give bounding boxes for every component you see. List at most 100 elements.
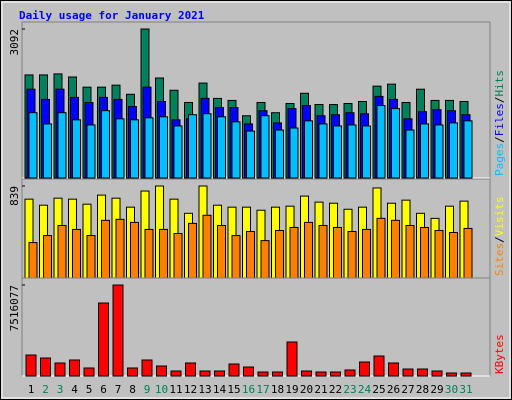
bar [57, 224, 67, 279]
bar [57, 112, 67, 179]
legend-entry: Pages [493, 143, 506, 176]
bar [199, 370, 211, 377]
legend-separator: / [493, 97, 506, 104]
bar [304, 221, 313, 279]
x-tick-label: 20 [300, 383, 313, 396]
bar [112, 284, 124, 377]
x-tick-label: 19 [285, 383, 298, 396]
y-tick-label: 839 [8, 186, 21, 206]
bar [130, 119, 139, 179]
bar [83, 367, 95, 377]
bar [417, 368, 428, 377]
bar [101, 219, 110, 279]
x-tick-label: 7 [115, 383, 122, 396]
bar [359, 361, 370, 377]
bar [420, 123, 429, 179]
bar [347, 231, 357, 279]
bar [333, 125, 342, 179]
bar [434, 230, 444, 279]
legend-entry: Sites [493, 243, 506, 276]
bar [463, 120, 473, 179]
x-tick-label: 11 [169, 383, 182, 396]
legend-entry: Visits [493, 197, 506, 237]
chart-title: Daily usage for January 2021 [19, 9, 205, 22]
bar [72, 119, 81, 179]
bar [170, 370, 182, 377]
bar [202, 214, 212, 279]
bar [391, 108, 400, 179]
bar [405, 129, 415, 179]
bar [101, 110, 110, 179]
bar [405, 224, 415, 279]
x-tick-label: 25 [372, 383, 385, 396]
bar [460, 372, 472, 377]
legend-entry: KBytes [493, 334, 506, 374]
bar [28, 242, 38, 279]
bar [402, 368, 414, 377]
x-tick-label: 23 [343, 383, 356, 396]
bar [318, 224, 328, 279]
bar [275, 129, 284, 179]
bar [141, 359, 153, 377]
bar [28, 112, 38, 179]
bar [127, 367, 138, 377]
bar [449, 122, 458, 179]
bar [257, 371, 269, 377]
x-tick-label: 22 [329, 383, 342, 396]
x-tick-label: 29 [430, 383, 443, 396]
bar [40, 357, 51, 377]
bar [286, 341, 298, 377]
bar [376, 217, 386, 279]
bar [217, 224, 226, 279]
bar [420, 226, 429, 279]
bar [333, 226, 342, 279]
x-tick-label: 24 [358, 383, 372, 396]
bar [431, 370, 443, 377]
bar [362, 228, 371, 279]
bar [246, 231, 255, 279]
x-tick-label: 17 [256, 383, 269, 396]
bar [25, 354, 37, 377]
x-tick-label: 6 [100, 383, 107, 396]
bar [272, 371, 283, 377]
bar [391, 219, 400, 279]
bar [185, 362, 196, 377]
x-tick-label: 12 [184, 383, 197, 396]
bar [86, 235, 96, 279]
bar [246, 130, 255, 179]
bar [362, 125, 371, 179]
bar [231, 235, 241, 279]
bar [115, 118, 125, 179]
bar [304, 120, 313, 179]
bar [315, 371, 327, 377]
x-tick-label: 2 [42, 383, 49, 396]
bar [388, 362, 399, 377]
bar [54, 362, 66, 377]
x-tick-label: 3 [57, 383, 64, 396]
bar [463, 227, 473, 279]
bar [289, 226, 299, 279]
bar [188, 114, 197, 179]
bar [228, 363, 240, 377]
x-tick-label: 28 [416, 383, 429, 396]
bar [202, 113, 212, 179]
legend: KBytes [493, 334, 506, 374]
x-tick-label: 30 [445, 383, 458, 396]
bar [69, 359, 80, 377]
bar [289, 127, 299, 179]
bar [330, 371, 341, 377]
bar [144, 228, 154, 279]
x-tick-label: 27 [401, 383, 414, 396]
x-tick-label: 9 [144, 383, 151, 396]
x-tick-label: 15 [227, 383, 240, 396]
bar [347, 124, 357, 179]
bar [344, 369, 356, 377]
bar [159, 116, 168, 179]
bar [86, 124, 96, 179]
bar [156, 365, 167, 377]
legend-separator: / [493, 236, 506, 243]
bar [98, 302, 109, 377]
bar [231, 121, 241, 179]
